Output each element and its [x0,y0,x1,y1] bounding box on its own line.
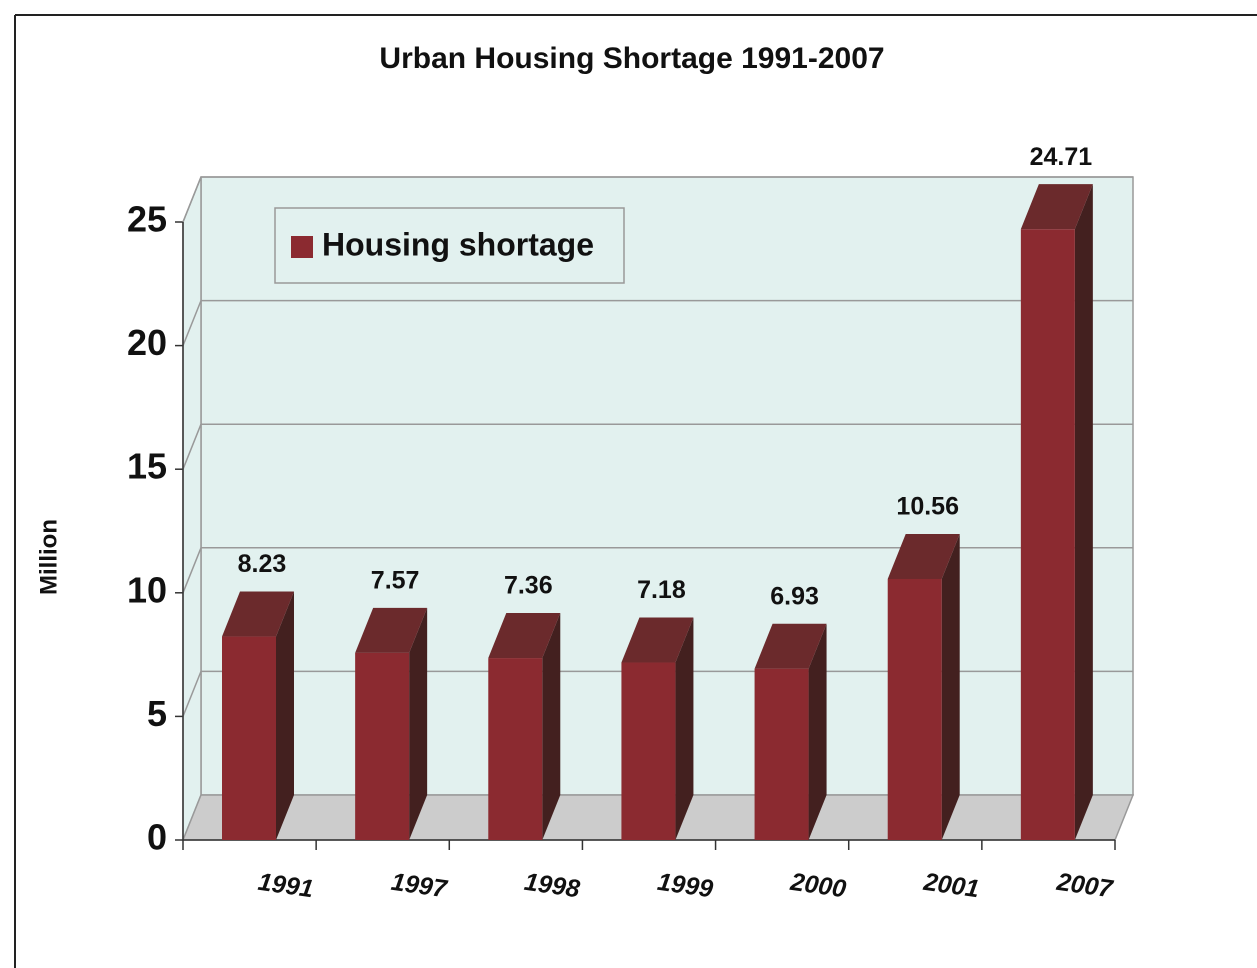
bar-side [542,613,561,840]
bar-top [488,613,561,659]
bar [1020,229,1075,840]
bar [355,652,410,840]
data-label: 10.56 [896,493,959,521]
bar-top [621,617,694,663]
grid-line [182,547,202,594]
y-tick-label: 15 [127,446,167,487]
grid-line [182,671,202,717]
bar [222,636,276,840]
bar [887,578,942,840]
legend-label: Housing shortage [322,226,594,262]
bar [621,662,676,840]
bar-side [276,591,294,840]
data-label: 7.57 [371,566,420,594]
y-tick-label: 0 [147,817,167,858]
bar-side [808,623,827,840]
data-label: 7.36 [504,572,553,600]
x-tick-label: 1999 [656,868,715,903]
legend-swatch [291,236,313,258]
x-tick-label: 1998 [523,868,582,903]
bar [488,658,543,840]
data-label: 24.71 [1030,143,1093,171]
y-tick-label: 10 [127,569,167,610]
bar-top [1020,184,1093,230]
grid-line [182,423,202,470]
y-tick-label: 25 [127,199,167,240]
data-label: 6.93 [770,582,819,610]
y-tick-label: 20 [127,322,167,363]
bar-side [409,607,428,840]
data-label: 8.23 [238,550,287,578]
data-label: 7.18 [637,576,686,604]
bar-side [675,617,694,840]
x-tick-label: 1991 [256,868,315,903]
bar [754,668,809,840]
bar-top [355,607,428,653]
bar-side [941,533,960,840]
chart-title: Urban Housing Shortage 1991-2007 [379,42,884,75]
bar-top [887,533,960,579]
legend-box [274,207,625,284]
grid-line [182,176,202,223]
x-tick-label: 2007 [1054,868,1115,904]
y-axis-label: Million [35,519,62,595]
bar-top [222,591,294,637]
grid-line [182,300,202,346]
bar-side [1074,184,1093,840]
side-wall [182,176,202,841]
y-tick-label: 5 [147,693,167,734]
bar-top [754,623,827,669]
x-tick-label: 1997 [389,868,449,904]
x-tick-label: 2000 [788,868,848,904]
x-tick-label: 2001 [921,868,981,904]
